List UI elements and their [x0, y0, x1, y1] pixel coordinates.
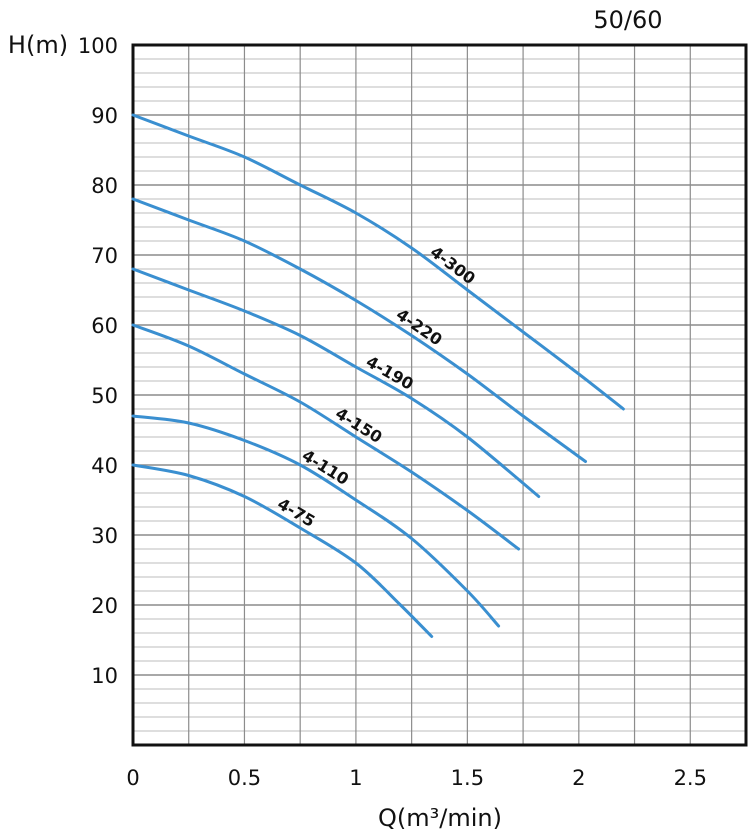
y-tick-label: 100 [78, 34, 118, 58]
curve-label-4-190: 4-190 [363, 352, 417, 394]
y-tick-label: 80 [91, 174, 118, 198]
series-line-4-110 [131, 414, 501, 628]
x-tick-labels: 0 0.5 1 1.5 2 2.5 [126, 766, 707, 790]
x-axis-title: Q(m³/min) [378, 804, 502, 832]
y-tick-label: 10 [91, 664, 118, 688]
y-tick-labels: 10 20 30 40 50 60 70 80 90 100 [78, 34, 118, 688]
series-lines [131, 113, 625, 638]
y-tick-label: 50 [91, 384, 118, 408]
series-line-4-220 [131, 197, 587, 463]
y-tick-label: 90 [91, 104, 118, 128]
series-line-4-75 [131, 463, 434, 638]
y-tick-label: 40 [91, 454, 118, 478]
series-line-4-190 [131, 267, 541, 498]
y-tick-label: 70 [91, 244, 118, 268]
y-axis-title: H(m) [8, 31, 68, 59]
series-line-4-300 [131, 113, 625, 411]
x-tick-label: 2.5 [674, 766, 707, 790]
y-tick-label: 60 [91, 314, 118, 338]
x-tick-label: 1 [349, 766, 362, 790]
y-tick-label: 30 [91, 524, 118, 548]
x-tick-label: 1.5 [451, 766, 484, 790]
plot-frame [131, 43, 748, 747]
x-tick-label: 0.5 [228, 766, 261, 790]
y-tick-label: 20 [91, 594, 118, 618]
chart-title: 50/60 [593, 6, 662, 34]
x-tick-label: 2 [572, 766, 585, 790]
x-tick-label: 0 [126, 766, 139, 790]
series-line-4-150 [131, 323, 521, 551]
